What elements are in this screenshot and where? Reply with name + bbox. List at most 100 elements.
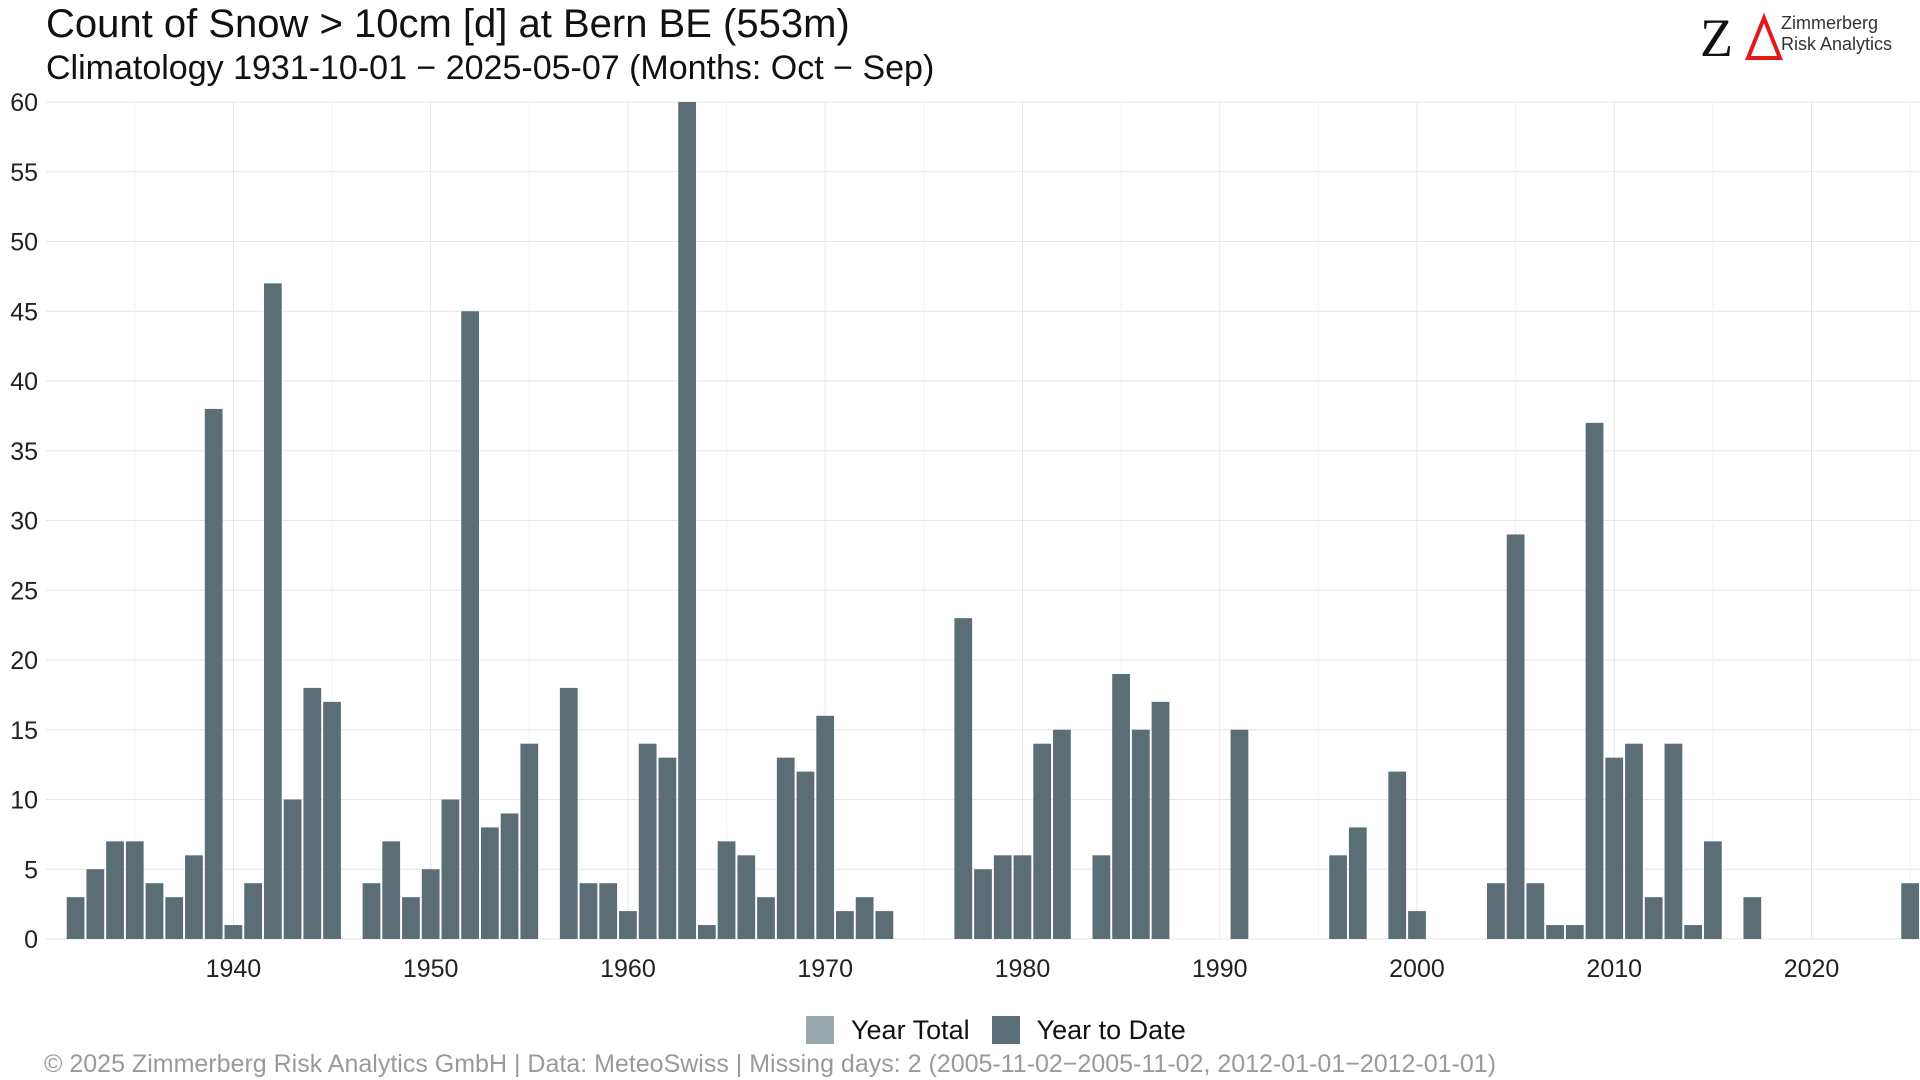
bar-1972 — [855, 897, 874, 939]
legend-item-year-to-date: Year to Date — [991, 1014, 1186, 1046]
bar-1951 — [441, 799, 460, 939]
x-tick-label: 1980 — [995, 955, 1051, 983]
bar-1960 — [619, 911, 637, 939]
x-tick-label: 1970 — [797, 955, 853, 983]
x-tick-label: 2010 — [1586, 955, 1642, 983]
bar-1987 — [1151, 701, 1170, 939]
y-tick-label: 10 — [10, 787, 38, 815]
bar-1954 — [500, 813, 519, 939]
bar-1991 — [1230, 729, 1249, 939]
bar-2012 — [1644, 897, 1663, 939]
bar-1948 — [382, 841, 401, 939]
bar-1962 — [658, 757, 677, 939]
y-tick-label: 40 — [10, 368, 38, 396]
bar-chart: 0 5 10 15 20 25 30 35 40 45 50 55 60 1940 1950 1960 197… — [10, 89, 1920, 983]
bar-1940 — [224, 925, 243, 939]
bar-1971 — [836, 911, 854, 939]
bar-1936 — [145, 883, 164, 939]
y-tick-label: 30 — [10, 508, 38, 536]
legend-swatch-year-to-date — [991, 1016, 1020, 1044]
bar-2017 — [1743, 897, 1762, 939]
y-tick-label: 55 — [10, 159, 38, 187]
bar-1955 — [520, 743, 539, 939]
company-logo: Z — [1700, 8, 1783, 66]
y-tick-label: 15 — [10, 717, 38, 745]
logo-line-2: Risk Analytics — [1781, 34, 1893, 54]
x-tick-label: 1990 — [1192, 955, 1248, 983]
y-tick-label: 20 — [10, 647, 38, 675]
bar-1999 — [1388, 771, 1407, 939]
bar-1973 — [875, 911, 894, 939]
bar-1957 — [559, 687, 578, 939]
x-tick-label: 1950 — [403, 955, 459, 983]
y-tick-label: 0 — [24, 926, 38, 954]
bar-1961 — [638, 743, 657, 939]
bar-1986 — [1131, 729, 1150, 939]
x-tick-label: 2020 — [1784, 955, 1840, 983]
bar-1937 — [165, 897, 184, 939]
bar-1958 — [579, 883, 598, 939]
bar-2013 — [1664, 743, 1683, 939]
bar-1935 — [125, 841, 144, 939]
bar-2008 — [1565, 925, 1584, 939]
bar-1943 — [283, 799, 302, 939]
footer-credits: © 2025 Zimmerberg Risk Analytics GmbH | … — [44, 1050, 1497, 1078]
bar-1982 — [1053, 729, 1071, 939]
x-tick-label: 1940 — [206, 955, 262, 983]
bar-1997 — [1348, 827, 1367, 939]
bar-1968 — [776, 757, 795, 939]
bar-1969 — [796, 771, 815, 939]
bar-1938 — [185, 855, 203, 939]
legend-swatch-year-total — [806, 1016, 834, 1044]
bar-1942 — [263, 283, 282, 940]
bar-1977 — [954, 618, 973, 939]
logo-text: Zimmerberg Risk Analytics — [1781, 13, 1892, 55]
y-tick-label: 35 — [10, 438, 38, 466]
legend-label-year-to-date: Year to Date — [1036, 1014, 1186, 1045]
x-tick-label: 1960 — [600, 955, 656, 983]
legend-label-year-total: Year Total — [851, 1014, 970, 1045]
bar-1944 — [303, 687, 322, 939]
bar-2014 — [1684, 925, 1703, 939]
bar-2015 — [1703, 841, 1722, 939]
x-tick-label: 2000 — [1389, 955, 1445, 983]
legend: Year Total Year to Date — [806, 1014, 1208, 1046]
bar-2009 — [1585, 422, 1604, 940]
bar-2004 — [1487, 883, 1505, 939]
y-tick-label: 5 — [24, 856, 38, 884]
bar-2010 — [1605, 757, 1624, 939]
bar-1933 — [86, 869, 105, 939]
bar-1941 — [244, 883, 263, 939]
legend-item-year-total: Year Total — [806, 1015, 970, 1046]
bar-1984 — [1092, 855, 1111, 939]
bar-1978 — [974, 869, 992, 939]
y-tick-label: 60 — [10, 89, 38, 117]
bar-1985 — [1112, 673, 1130, 939]
bar-1950 — [421, 869, 440, 939]
bar-1949 — [402, 897, 420, 939]
logo-delta-mark — [1745, 12, 1783, 60]
bar-1966 — [737, 855, 756, 939]
bar-1980 — [1013, 855, 1032, 939]
bar-1996 — [1329, 855, 1347, 939]
y-axis-ticks: 0 5 10 15 20 25 30 35 40 45 50 55 60 — [10, 89, 38, 954]
bar-1965 — [717, 841, 736, 939]
logo-z-mark: Z — [1700, 8, 1733, 66]
bar-1939 — [204, 408, 223, 939]
bar-1953 — [480, 827, 499, 939]
bar-1947 — [362, 883, 381, 939]
logo-line-1: Zimmerberg — [1781, 13, 1879, 33]
bar-2025 — [1901, 883, 1920, 939]
bar-2007 — [1546, 925, 1564, 939]
bars — [66, 102, 1920, 940]
x-axis-ticks: 1940 1950 1960 1970 1980 1990 2000 2010 2020 — [206, 955, 1840, 983]
bar-2000 — [1408, 911, 1426, 939]
chart-title: Count of Snow > 10cm [d] at Bern BE (553… — [46, 2, 850, 46]
bar-1970 — [816, 715, 835, 939]
y-tick-label: 45 — [10, 298, 38, 326]
bar-1981 — [1033, 743, 1052, 939]
bar-2006 — [1526, 883, 1545, 939]
bar-1963 — [678, 102, 696, 939]
bar-2011 — [1625, 743, 1643, 939]
bar-1979 — [993, 855, 1012, 939]
